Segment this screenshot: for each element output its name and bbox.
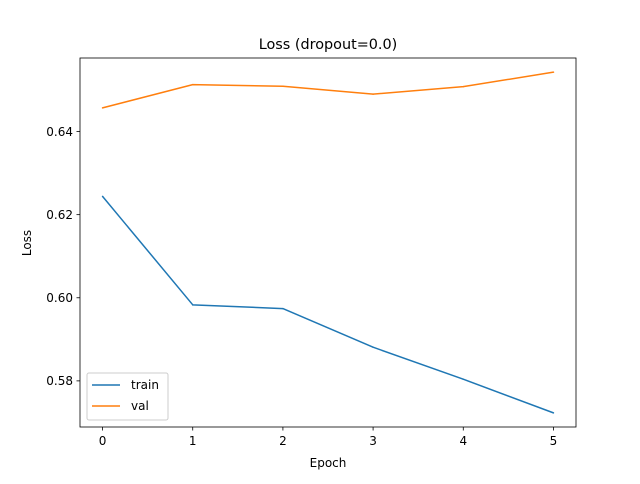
data-point-train-4 (462, 378, 465, 380)
y-tick-label-1: 0.60 (46, 291, 73, 305)
x-tick-label-3: 3 (369, 434, 377, 448)
y-axis-label: Loss (20, 230, 34, 256)
legend: train val (86, 372, 169, 421)
series-line-train (101, 195, 554, 414)
data-point-val-4 (462, 85, 465, 88)
data-point-val-3 (372, 93, 374, 95)
x-tick-label-0: 0 (99, 434, 107, 448)
data-point-val-5 (552, 71, 555, 73)
x-axis-label: Epoch (310, 456, 347, 470)
x-tick-label-2: 2 (279, 434, 287, 448)
x-tick-label-5: 5 (550, 434, 558, 448)
x-tick-label-1: 1 (189, 434, 197, 448)
data-point-train-3 (372, 346, 374, 348)
plot-frame (79, 57, 577, 428)
y-axis-ticks: 0.58 0.60 0.62 0.64 (46, 125, 80, 388)
data-point-train-0 (101, 195, 104, 198)
data-point-train-2 (282, 307, 284, 310)
data-point-val-0 (101, 107, 104, 109)
x-tick-label-4: 4 (459, 434, 467, 448)
legend-label-val: val (131, 399, 149, 413)
data-point-val-1 (191, 83, 194, 86)
series-line-val (102, 71, 554, 109)
chart-title: Loss (dropout=0.0) (259, 37, 398, 53)
x-axis-ticks: 0 1 2 3 4 5 (99, 427, 558, 448)
legend-label-train: train (131, 378, 159, 392)
y-tick-label-2: 0.62 (46, 208, 73, 222)
series-lines (101, 71, 555, 414)
y-tick-label-0: 0.58 (46, 374, 73, 388)
y-tick-label-3: 0.64 (46, 125, 73, 139)
data-point-val-2 (282, 85, 284, 88)
data-point-train-1 (191, 304, 194, 306)
data-point-train-5 (552, 412, 555, 414)
